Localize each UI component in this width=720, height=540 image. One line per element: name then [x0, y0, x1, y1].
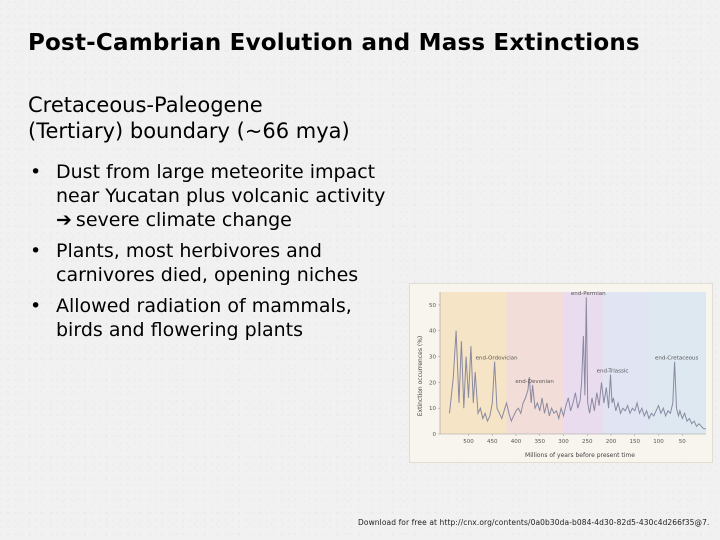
annotation-label: end-Ordovician — [476, 356, 519, 362]
x-axis-label: Millions of years before present time — [525, 452, 635, 459]
footer-attribution: Download for free at http://cnx.org/cont… — [358, 518, 710, 527]
chart-axes: 0 10 20 30 40 50 500 450 400 350 300 250 200 150 100 50 — [429, 292, 706, 445]
y-tick-label: 50 — [429, 303, 436, 309]
bullet-dot: • — [30, 161, 42, 183]
bullet-item: • Allowed radiation of mammals, birds an… — [26, 294, 456, 342]
bullet-line: Dust from large meteorite impact — [56, 161, 376, 183]
x-tick-label: 50 — [679, 439, 686, 445]
x-tick-label: 100 — [653, 439, 664, 445]
extinction-series-line — [449, 297, 706, 430]
annotation-label: end-Permian — [571, 291, 606, 297]
bullet-item: • Dust from large meteorite impact near … — [26, 160, 456, 232]
x-tick-label: 250 — [582, 439, 593, 445]
annotation-label: end-Devonian — [515, 379, 554, 385]
bullet-line: Plants, most herbivores and — [56, 240, 322, 262]
x-tick-label: 500 — [463, 439, 474, 445]
bullet-list: • Dust from large meteorite impact near … — [26, 160, 456, 349]
y-tick-label: 40 — [429, 329, 436, 335]
chart-annotations: end-Ordovician end-Devonian end-Permian end… — [476, 291, 699, 385]
subtitle-line-2: (Tertiary) boundary (~66 mya) — [28, 119, 350, 143]
slide-subtitle: Cretaceous-Paleogene (Tertiary) boundary… — [28, 92, 458, 144]
y-tick-label: 20 — [429, 380, 436, 386]
bullet-dot: • — [30, 295, 42, 317]
extinction-chart: 0 10 20 30 40 50 500 450 400 350 300 250 200 150 100 50… — [417, 291, 706, 459]
subtitle-line-1: Cretaceous-Paleogene — [28, 93, 263, 117]
x-tick-label: 450 — [487, 439, 498, 445]
period-band — [603, 292, 649, 434]
bullet-line: near Yucatan plus volcanic activity — [56, 185, 386, 207]
y-axis-label: Extinction occurrences (%) — [417, 336, 424, 417]
bullet-line: carnivores died, opening niches — [56, 264, 359, 286]
bullet-line: Allowed radiation of mammals, — [56, 295, 352, 317]
bullet-item: • Plants, most herbivores and carnivores… — [26, 239, 456, 287]
arrow-right-icon: ➔ — [56, 209, 72, 231]
bullet-dot: • — [30, 240, 42, 262]
slide-title: Post-Cambrian Evolution and Mass Extinct… — [28, 30, 640, 56]
x-tick-label: 400 — [511, 439, 522, 445]
x-tick-label: 350 — [535, 439, 546, 445]
annotation-label: end-Triassic — [597, 369, 629, 375]
bullet-line-text: severe climate change — [75, 209, 292, 231]
x-tick-label: 200 — [606, 439, 617, 445]
period-band — [440, 292, 507, 434]
bullet-line-with-arrow: ➔ severe climate change — [56, 208, 456, 232]
x-tick-label: 150 — [630, 439, 641, 445]
y-tick-label: 30 — [429, 355, 436, 361]
y-tick-label: 0 — [433, 432, 437, 438]
bullet-line: birds and flowering plants — [56, 319, 304, 341]
y-tick-label: 10 — [429, 406, 436, 412]
period-bands — [440, 292, 706, 434]
extinction-chart-figure: 0 10 20 30 40 50 500 450 400 350 300 250 200 150 100 50… — [409, 283, 713, 463]
x-tick-label: 300 — [558, 439, 569, 445]
annotation-label: end-Cretaceous — [655, 356, 698, 362]
